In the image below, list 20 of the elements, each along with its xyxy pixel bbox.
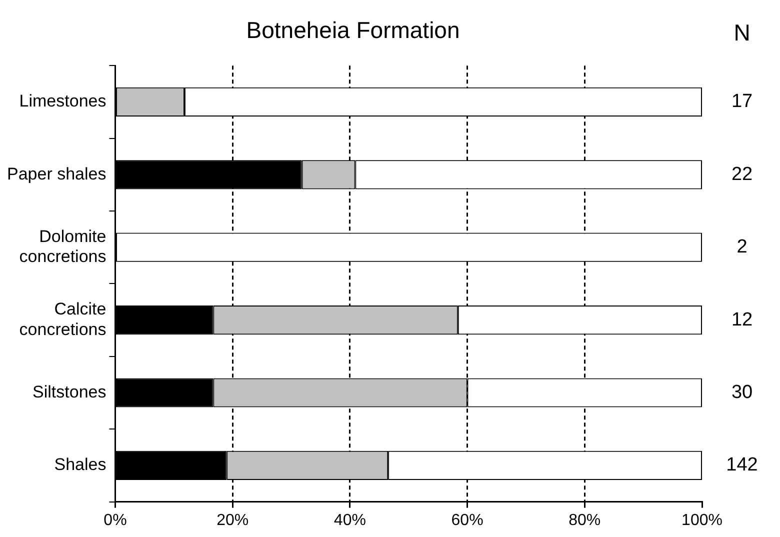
text: 142 xyxy=(726,454,758,476)
text: 2 xyxy=(736,236,748,258)
text: 22 xyxy=(731,164,753,185)
x-tick-label: 100% xyxy=(682,512,722,529)
y-tick-label: Shales xyxy=(54,455,106,474)
x-tick-label: 80% xyxy=(568,512,601,529)
x-tick-label: 20% xyxy=(216,512,249,529)
text: 17 xyxy=(731,91,753,112)
x-tick-label: 60% xyxy=(451,512,484,529)
text: 12 xyxy=(731,309,753,330)
text: N xyxy=(734,19,750,46)
y-tick-label: Siltstones xyxy=(32,382,106,402)
y-tick-label: Limestones xyxy=(19,92,106,111)
y-tick-label: Dolomite concretions xyxy=(19,226,106,266)
text: 30 xyxy=(731,382,753,403)
y-tick-label: Calcite concretions xyxy=(19,300,106,339)
y-tick-label: Paper shales xyxy=(6,164,106,184)
chart-title: Botneheia Formation xyxy=(246,17,460,44)
x-tick-label: 0% xyxy=(104,512,127,529)
x-tick-label: 40% xyxy=(334,512,366,529)
